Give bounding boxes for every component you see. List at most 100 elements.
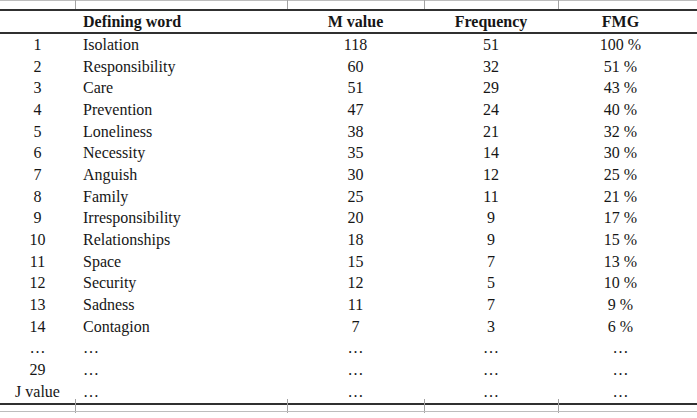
fmg-cell: … [558, 381, 697, 404]
defining-word-cell: … [75, 359, 287, 381]
fmg-cell: … [558, 338, 697, 360]
table-row: 3 Care 51 29 43 % [0, 77, 697, 99]
defining-word-cell: Sadness [75, 294, 287, 316]
defining-word-cell: Contagion [75, 316, 287, 338]
table-row: 5 Loneliness 38 21 32 % [0, 121, 697, 143]
fmg-cell: 21 % [558, 186, 697, 208]
rank-cell: 29 [0, 359, 75, 381]
defining-word-cell: Irresponsibility [75, 208, 287, 230]
defining-word-cell: Relationships [75, 229, 287, 251]
frequency-cell: 9 [424, 229, 558, 251]
fmg-cell: 17 % [558, 208, 697, 230]
table-row: 2 Responsibility 60 32 51 % [0, 56, 697, 78]
column-header-rank [0, 10, 75, 33]
fmg-cell: 13 % [558, 251, 697, 273]
top-gridline [0, 0, 697, 1]
defining-word-cell: Isolation [75, 33, 287, 56]
m-value-cell: 60 [287, 56, 424, 78]
frequency-cell: 7 [424, 294, 558, 316]
defining-word-cell: Necessity [75, 142, 287, 164]
table-row-ellipsis: 29 … … … … [0, 359, 697, 381]
frequency-cell: … [424, 381, 558, 404]
m-value-cell: 30 [287, 164, 424, 186]
fmg-cell: 15 % [558, 229, 697, 251]
m-value-cell: … [287, 338, 424, 360]
table-body: 1 Isolation 118 51 100 % 2 Responsibilit… [0, 33, 697, 404]
m-value-cell: 18 [287, 229, 424, 251]
rank-cell: 4 [0, 99, 75, 121]
rank-cell: 9 [0, 208, 75, 230]
fmg-cell: 43 % [558, 77, 697, 99]
rank-cell: 5 [0, 121, 75, 143]
frequency-cell: 5 [424, 273, 558, 295]
frequency-cell: 3 [424, 316, 558, 338]
fmg-cell: 32 % [558, 121, 697, 143]
frequency-cell: 21 [424, 121, 558, 143]
results-table: Defining word M value Frequency FMG 1 Is… [0, 9, 697, 405]
defining-word-cell: Prevention [75, 99, 287, 121]
defining-word-cell: … [75, 338, 287, 360]
fmg-cell: 51 % [558, 56, 697, 78]
fmg-cell: 25 % [558, 164, 697, 186]
table-row: 14 Contagion 7 3 6 % [0, 316, 697, 338]
rank-cell: 11 [0, 251, 75, 273]
rank-cell: 14 [0, 316, 75, 338]
m-value-cell: 47 [287, 99, 424, 121]
table-row: 7 Anguish 30 12 25 % [0, 164, 697, 186]
frequency-cell: 51 [424, 33, 558, 56]
table-header: Defining word M value Frequency FMG [0, 10, 697, 33]
rank-cell: 10 [0, 229, 75, 251]
m-value-cell: 51 [287, 77, 424, 99]
fmg-cell: 10 % [558, 273, 697, 295]
rank-cell: 8 [0, 186, 75, 208]
fmg-cell: 100 % [558, 33, 697, 56]
table-row: 13 Sadness 11 7 9 % [0, 294, 697, 316]
header-row: Defining word M value Frequency FMG [0, 10, 697, 33]
table-row: 12 Security 12 5 10 % [0, 273, 697, 295]
m-value-cell: 12 [287, 273, 424, 295]
m-value-cell: 118 [287, 33, 424, 56]
frequency-cell: 9 [424, 208, 558, 230]
defining-word-cell: Responsibility [75, 56, 287, 78]
rank-cell: 7 [0, 164, 75, 186]
defining-word-cell: Anguish [75, 164, 287, 186]
m-value-cell: 11 [287, 294, 424, 316]
bottom-gridline [0, 411, 697, 412]
defining-word-cell: Family [75, 186, 287, 208]
m-value-cell: … [287, 381, 424, 404]
frequency-cell: 32 [424, 56, 558, 78]
frequency-cell: 12 [424, 164, 558, 186]
m-value-cell: 7 [287, 316, 424, 338]
column-header-defining-word: Defining word [75, 10, 287, 33]
defining-word-cell: Loneliness [75, 121, 287, 143]
table-row: 11 Space 15 7 13 % [0, 251, 697, 273]
frequency-cell: 14 [424, 142, 558, 164]
rank-cell: 6 [0, 142, 75, 164]
column-header-m-value: M value [287, 10, 424, 33]
fmg-cell: 30 % [558, 142, 697, 164]
table-row: 10 Relationships 18 9 15 % [0, 229, 697, 251]
fmg-cell: 9 % [558, 294, 697, 316]
rank-cell: 2 [0, 56, 75, 78]
frequency-cell: 24 [424, 99, 558, 121]
table-row: 8 Family 25 11 21 % [0, 186, 697, 208]
column-header-fmg: FMG [558, 10, 697, 33]
column-header-frequency: Frequency [424, 10, 558, 33]
frequency-cell: 29 [424, 77, 558, 99]
rank-cell: 3 [0, 77, 75, 99]
defining-word-cell: … [75, 381, 287, 404]
fmg-cell: … [558, 359, 697, 381]
fmg-cell: 40 % [558, 99, 697, 121]
fmg-cell: 6 % [558, 316, 697, 338]
table-row-j-value: J value … … … … [0, 381, 697, 404]
m-value-cell: 15 [287, 251, 424, 273]
frequency-cell: … [424, 359, 558, 381]
rank-cell: 1 [0, 33, 75, 56]
m-value-cell: 38 [287, 121, 424, 143]
frequency-cell: … [424, 338, 558, 360]
rank-cell: J value [0, 381, 75, 404]
table-row-ellipsis: … … … … … [0, 338, 697, 360]
m-value-cell: 35 [287, 142, 424, 164]
rank-cell: 13 [0, 294, 75, 316]
m-value-cell: 25 [287, 186, 424, 208]
